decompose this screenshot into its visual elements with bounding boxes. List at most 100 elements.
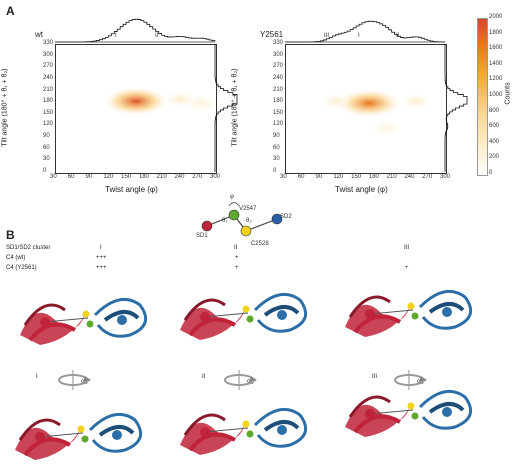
tick-label: 300 [210,174,221,180]
tick-label: 180 [43,98,54,105]
tick-label: 120 [43,121,54,128]
panel-a-letter: A [6,4,15,18]
c4-y-iii: + [405,265,409,271]
schematic-theta1: θ₁ [222,218,228,224]
tick-label: 400 [489,138,500,145]
schematic-phi: φ [230,194,234,200]
heatmap-y2561 [285,44,447,174]
heatmap-hotspot [187,96,216,111]
tick-label: 210 [386,174,397,180]
marginal-top-y2561 [285,20,446,43]
c4-y-ii: + [235,265,239,271]
tick-label: 300 [273,51,284,58]
protein-ribbon [180,407,308,455]
schematic-c-label: C2528 [251,241,269,247]
tick-label: 180 [368,174,379,180]
v2547-sphere [228,209,240,221]
tick-label: 600 [489,123,500,130]
marginal-label-wt-ii: II [155,33,159,39]
protein-ribbon [345,389,473,437]
tick-label: 30 [50,174,57,180]
c4-wt-i: +++ [96,255,107,261]
tick-label: 300 [43,51,54,58]
y-axis-label-wt: Tilt angle (180° + θ₁ + θ₂) [1,68,9,147]
rotation-arrow-icon [394,370,427,390]
tick-label: 300 [440,174,451,180]
cluster-ii: II [234,245,238,251]
tick-label: 1400 [489,60,503,67]
tick-label: 60 [273,144,280,151]
heatmap-hotspot [372,121,401,136]
tick-label: 90 [85,174,93,180]
sd1-sphere [201,220,213,232]
x-axis-label-y2561: Twist angle (φ) [335,185,388,194]
tick-label: 210 [43,86,54,93]
tick-label: 1600 [489,45,503,52]
marginal-label-y-i: I [358,33,360,39]
tick-label: 330 [43,40,54,46]
y-axis-label-y2561: Tilt angle (180° + θ₁ + θ₂) [231,68,239,147]
marginal-right-wt [214,43,238,172]
tick-label: 30 [280,174,287,180]
c4-y-i: +++ [96,265,107,271]
panel-b-letter: B [6,228,15,242]
plot-title-y2561: Y2561 [260,30,284,39]
protein-ribbon [180,292,308,340]
heatmap-hotspot [104,87,168,116]
tick-label: 120 [103,174,114,180]
schematic-theta2: θ₂ [246,218,252,224]
tick-label: 30 [273,156,280,163]
tick-label: 240 [273,74,284,81]
tick-label: 270 [273,63,284,70]
marginal-right-y2561 [444,43,468,172]
tick-label: 270 [192,174,203,180]
row-label-c4-y2561: C4 (Y2561) [6,265,37,271]
schematic-v-label: V2547 [239,206,257,212]
protein-ribbon [345,289,473,337]
heatmap-hotspot [322,94,351,109]
tick-label: 30 [43,156,50,163]
tick-label: 1800 [489,29,503,36]
tick-label: 2000 [489,14,503,20]
tick-label: 60 [67,174,75,180]
tick-label: 270 [422,174,433,180]
tick-label: 150 [121,174,132,180]
rotation-label-ii: II [202,374,206,380]
row-label-cluster: SD1/SD2 cluster [6,245,51,251]
tick-label: 90 [43,133,50,140]
angle-schematic [201,202,283,237]
colorbar-label: Counts [504,82,512,105]
marginal-top-wt [55,18,216,43]
tick-label: 150 [43,109,54,116]
colorbar [477,18,488,176]
marginal-label-y-ii: II [396,33,400,39]
tick-label: 0 [273,168,277,174]
cluster-i: I [100,245,102,251]
tick-label: 90 [273,133,280,140]
tick-label: 120 [273,121,284,128]
row-label-c4-wt: C4 (wt) [6,255,26,261]
cluster-iii: III [404,245,410,251]
c4-wt-ii: + [235,255,239,261]
tick-label: 270 [43,63,54,70]
tick-label: 60 [43,144,50,151]
schematic-sd2-label: SD2 [280,214,292,220]
tick-label: 210 [273,86,284,93]
tick-label: 180 [273,98,284,105]
heatmap-wt [55,44,217,174]
rotation-arrow-icon [58,370,91,390]
protein-ribbon [20,297,148,345]
tick-label: 120 [333,174,344,180]
heatmap-hotspot [336,89,401,118]
c2528-sphere [240,225,252,237]
heatmap-hotspot [402,94,431,109]
tick-label: 1200 [489,76,503,83]
tick-label: 800 [489,107,500,114]
marginal-label-wt-i: I [115,33,117,39]
rotation-label-i: I [36,374,38,380]
tick-label: 240 [404,174,415,180]
tick-label: 0 [489,170,493,176]
x-axis-label-wt: Twist angle (φ) [105,185,158,194]
tick-label: 330 [273,40,284,46]
tick-label: 180 [138,174,149,180]
